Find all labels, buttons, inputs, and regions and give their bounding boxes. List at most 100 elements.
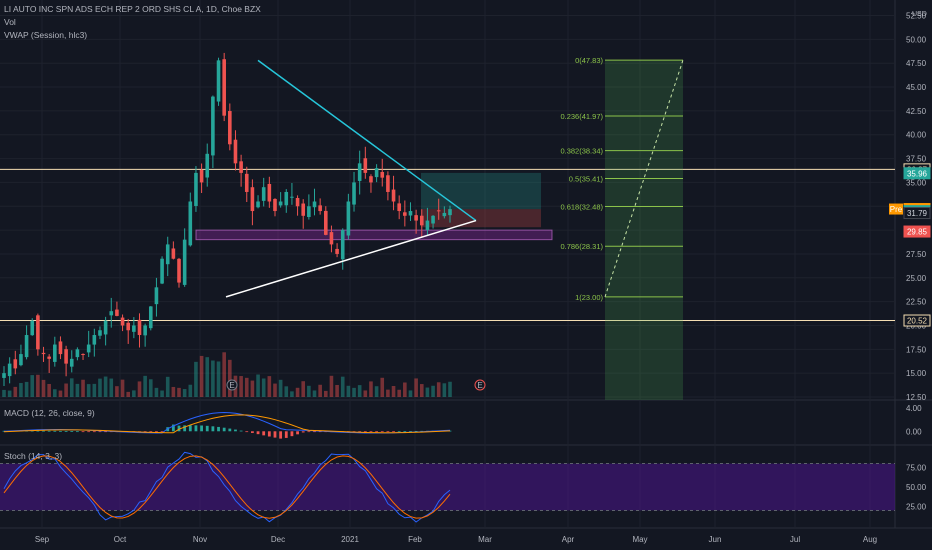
macd-histogram-bar — [183, 425, 187, 432]
volume-bar — [397, 389, 401, 397]
volume-bar — [120, 379, 125, 397]
macd-histogram-bar — [397, 431, 401, 433]
volume-bar — [442, 383, 447, 397]
volume-bar — [160, 390, 164, 397]
candle-body — [2, 373, 6, 378]
volume-bar — [64, 383, 68, 397]
x-tick-label: Jul — [790, 535, 800, 544]
candle-body — [369, 176, 373, 183]
candle-body — [425, 220, 430, 231]
macd-histogram-bar — [160, 431, 164, 433]
candle-body — [211, 96, 215, 156]
volume-bar — [239, 376, 243, 397]
macd-histogram-bar — [358, 431, 362, 433]
price-tag-label: 29.85 — [907, 228, 928, 237]
macd-histogram-bar — [267, 431, 271, 437]
macd-histogram-bar — [228, 428, 232, 432]
volume-bar — [307, 385, 311, 397]
macd-histogram-bar — [47, 430, 51, 432]
volume-bar — [19, 383, 23, 397]
candle-body — [295, 198, 300, 207]
y-tick-label: 42.50 — [906, 107, 927, 116]
volume-bar — [98, 378, 102, 397]
volume-bar — [346, 385, 351, 397]
price-tag-label: 35.96 — [907, 169, 928, 178]
macd-histogram-bar — [369, 431, 373, 433]
candle-body — [256, 201, 260, 208]
price-tag — [903, 314, 931, 327]
candle-body — [380, 172, 385, 178]
macd-histogram-bar — [36, 430, 40, 432]
y-tick-label: 15.00 — [906, 369, 927, 378]
candle-body — [261, 187, 266, 201]
candle-body — [284, 191, 289, 206]
candle-body — [115, 309, 119, 316]
macd-histogram-bar — [194, 425, 198, 432]
candle-body — [278, 201, 283, 206]
volume-bars — [2, 352, 452, 397]
candle-body — [75, 349, 80, 358]
y-tick-label: 25.00 — [906, 274, 927, 283]
candle-body — [414, 215, 418, 221]
volume-bar — [290, 391, 294, 397]
volume-bar — [2, 389, 6, 397]
candle-body — [36, 315, 40, 350]
vwap-legend[interactable]: VWAP (Session, hlc3) — [4, 30, 88, 40]
candle-body — [160, 258, 164, 284]
candle-body — [53, 344, 57, 362]
candle-body — [64, 349, 68, 364]
volume-bar — [36, 374, 40, 397]
candle-body — [58, 341, 63, 355]
candle-body — [442, 212, 447, 217]
stoch-tick-label: 25.00 — [906, 503, 927, 512]
fib-level-label: 0.236(41.97) — [560, 112, 603, 121]
macd-histogram-bar — [75, 431, 79, 433]
volume-bar — [182, 389, 187, 397]
macd-tick-label: 0.00 — [906, 427, 922, 436]
macd-histogram-bar — [200, 425, 203, 432]
volume-bar — [115, 386, 119, 397]
volume-bar — [414, 378, 418, 397]
macd-histogram-bar — [414, 430, 418, 432]
candle-body — [239, 161, 243, 173]
volume-bar — [357, 385, 362, 397]
volume-bar — [419, 384, 424, 397]
macd-histogram-bar — [30, 430, 34, 432]
candle-body — [391, 189, 396, 202]
currency-label: USD — [912, 11, 927, 18]
macd-histogram-bar — [87, 431, 91, 433]
macd-histogram-bar — [251, 431, 254, 433]
volume-legend[interactable]: Vol — [4, 17, 16, 27]
volume-bar — [143, 375, 147, 397]
x-tick-label: 2021 — [341, 535, 359, 544]
earnings-marker[interactable] — [474, 379, 486, 391]
chart-overlays: 0(47.83) 0.236(41.97) 0.382(38.34) 0.5(35.4… — [0, 56, 895, 400]
candle-body — [301, 203, 306, 216]
macd-histogram-bar — [177, 425, 181, 432]
volume-bar — [30, 375, 35, 397]
volume-bar — [58, 390, 63, 397]
price-tag — [903, 225, 931, 238]
macd-histogram-bar — [403, 431, 407, 432]
candle-body — [103, 320, 108, 335]
earnings-marker[interactable] — [226, 379, 238, 391]
x-tick-label: Feb — [408, 535, 422, 544]
macd-histogram-bar — [143, 431, 147, 433]
stoch-legend[interactable]: Stoch (14, 3, 3) — [4, 451, 63, 461]
macd-legend[interactable]: MACD (12, 26, close, 9) — [4, 408, 95, 418]
candle-body — [143, 325, 147, 336]
volume-bar — [267, 376, 272, 397]
y-tick-label: 12.50 — [906, 393, 927, 402]
volume-bar — [216, 361, 221, 397]
support-zone — [195, 229, 553, 241]
macd-histogram-bar — [234, 429, 237, 432]
y-tick-label: 35.00 — [906, 178, 927, 187]
symbol-legend[interactable]: LI AUTO INC SPN ADS ECH REP 2 ORD SHS CL… — [4, 4, 261, 14]
candle-body — [267, 183, 272, 202]
volume-bar — [81, 379, 85, 397]
volume-bar — [374, 386, 379, 397]
candle-body — [126, 322, 131, 331]
volume-bar — [340, 376, 345, 397]
